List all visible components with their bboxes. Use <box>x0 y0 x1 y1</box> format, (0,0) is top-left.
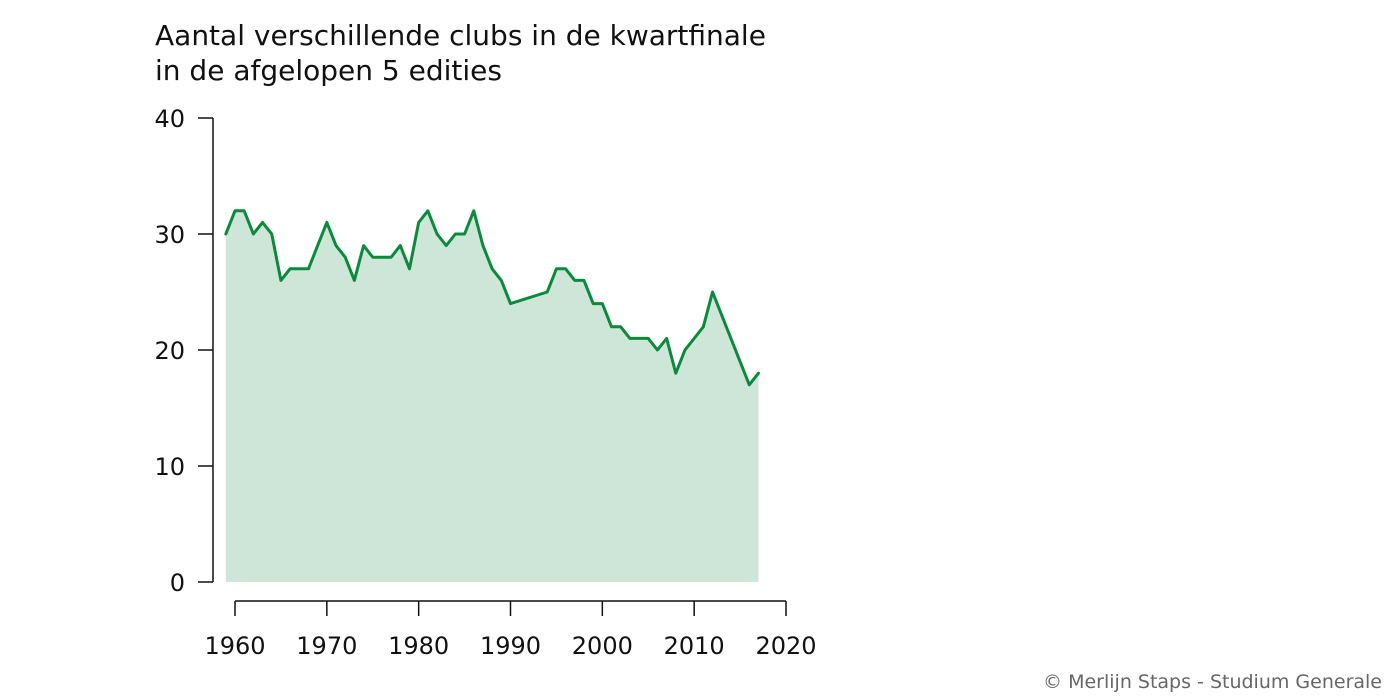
y-tick-label-10: 10 <box>154 453 185 481</box>
x-tick-label-1980: 1980 <box>388 632 449 660</box>
x-tick-label-1990: 1990 <box>480 632 541 660</box>
x-tick-label-2020: 2020 <box>755 632 816 660</box>
y-tick-label-0: 0 <box>170 569 185 597</box>
x-tick-label-1970: 1970 <box>296 632 357 660</box>
x-tick-label-1960: 1960 <box>204 632 265 660</box>
chart-title-line-1: Aantal verschillende clubs in de kwartfi… <box>155 19 766 52</box>
y-tick-label-20: 20 <box>154 337 185 365</box>
y-tick-label-40: 40 <box>154 105 185 133</box>
series-line <box>224 209 760 387</box>
y-tick-label-30: 30 <box>154 221 185 249</box>
chart-title-line-2: in de afgelopen 5 edities <box>155 54 502 87</box>
area-fill <box>225 210 759 583</box>
copyright-credit: © Merlijn Staps - Studium Generale <box>1043 671 1382 693</box>
plot-area: 0 10 20 30 40 1960 1970 1980 1990 2000 2010 2020 <box>154 105 816 660</box>
x-tick-label-2010: 2010 <box>664 632 725 660</box>
x-tick-label-2000: 2000 <box>572 632 633 660</box>
